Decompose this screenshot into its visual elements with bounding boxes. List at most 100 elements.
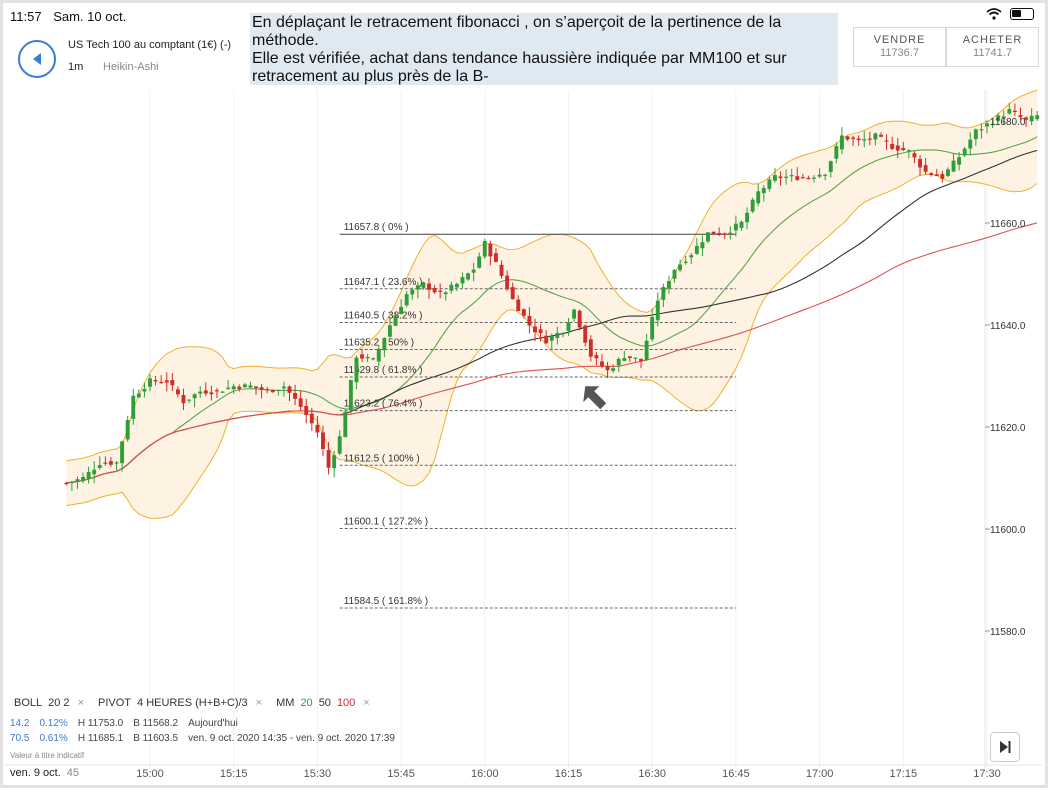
sell-label: VENDRE	[873, 34, 926, 46]
remove-mm-icon[interactable]: ×	[363, 697, 370, 709]
sell-price: 11736.7	[880, 47, 919, 59]
candle-body	[354, 357, 359, 383]
candle-body	[170, 379, 175, 386]
pivot-label[interactable]: PIVOT	[98, 697, 132, 709]
candle-body	[605, 366, 610, 371]
candle-body	[103, 462, 108, 464]
candle-body	[951, 160, 956, 172]
candle-body	[806, 177, 811, 180]
candle-body	[510, 287, 515, 299]
sell-button[interactable]: VENDRE 11736.7	[853, 27, 946, 67]
candle-body	[393, 315, 398, 326]
fib-level-label: 11600.1 ( 127.2% )	[344, 516, 428, 527]
arrow-annotation-shape	[583, 386, 607, 410]
candle-body	[494, 253, 498, 262]
mm-label[interactable]: MM	[276, 697, 295, 709]
candle-body	[237, 386, 242, 389]
candle-body	[466, 273, 471, 280]
candle-body	[672, 269, 677, 279]
x-tick-label: 17:15	[890, 768, 918, 780]
candle-body	[996, 115, 1001, 121]
candlesticks	[64, 102, 1040, 492]
low-value: B 11603.5	[133, 733, 179, 744]
candle-body	[600, 361, 604, 367]
candle-body	[449, 284, 454, 291]
high-value: H 11753.0	[77, 718, 124, 729]
chart-type-selector[interactable]: Heikin-Ashi	[103, 61, 159, 73]
info-row-today: 14.2 0.12% H 11753.0 B 11568.2 Aujourd'h…	[10, 718, 238, 729]
mm100-line	[66, 222, 1038, 484]
candle-body	[560, 333, 565, 335]
candle-body	[572, 309, 577, 319]
period-label: Aujourd'hui	[188, 718, 238, 729]
candle-body	[326, 450, 331, 468]
mm50-value: 50	[318, 697, 331, 709]
disclaimer: Valeur à titre indicatif	[10, 751, 85, 760]
buy-button[interactable]: ACHETER 11741.7	[946, 27, 1039, 67]
fib-level-label: 11635.2 ( 50% )	[344, 337, 414, 348]
y-tick-label: 11620.0	[990, 423, 1026, 434]
timeframe-selector[interactable]: 1m	[68, 61, 84, 73]
x-tick-label: 15:45	[387, 768, 415, 780]
candle-body	[198, 391, 203, 394]
candle-body	[142, 388, 147, 392]
play-next-button[interactable]	[990, 732, 1020, 762]
battery-icon	[1010, 8, 1034, 20]
fib-level-label: 11640.5 ( 38.2% )	[344, 310, 423, 321]
candle-body	[778, 176, 783, 179]
candle-body	[706, 232, 710, 242]
candle-body	[945, 169, 950, 176]
indicator-legend: BOLL 20 2 × PIVOT 4 HEURES (H+B+C)/3 × M…	[14, 697, 378, 709]
instrument-name[interactable]: US Tech 100 au comptant (1€) (-)	[68, 39, 232, 51]
candle-body	[404, 294, 409, 306]
candle-body	[488, 243, 493, 257]
candle-body	[644, 340, 649, 361]
candle-body	[309, 413, 314, 424]
candle-body	[812, 177, 816, 179]
candle-body	[231, 386, 236, 390]
candle-body	[1029, 115, 1034, 122]
candle-body	[360, 354, 364, 359]
candle-body	[203, 390, 208, 394]
candle-body	[968, 139, 973, 149]
candle-body	[867, 138, 872, 140]
candle-body	[215, 390, 219, 392]
candle-body	[862, 139, 867, 141]
back-button[interactable]	[18, 40, 56, 78]
remove-pivot-icon[interactable]: ×	[255, 697, 263, 709]
remove-boll-icon[interactable]: ×	[77, 697, 84, 709]
candle-body	[717, 232, 722, 235]
buy-price: 11741.7	[973, 47, 1012, 59]
candle-body	[164, 380, 169, 383]
candle-body	[248, 385, 253, 388]
chart-axes: 11680.0 11660.0 11640.0 11620.0 11600.0 11580…	[136, 117, 1026, 780]
candle-body	[739, 221, 744, 228]
y-tick-label: 11580.0	[990, 627, 1026, 638]
change-points: 70.5	[10, 733, 30, 744]
y-tick-label: 11640.0	[990, 321, 1026, 332]
bollinger-lower	[66, 174, 1038, 519]
arrow-annotation-icon	[583, 386, 607, 410]
candle-body	[544, 335, 549, 344]
candle-body	[343, 411, 348, 438]
fib-level-label: 11647.1 ( 23.6% )	[344, 277, 423, 288]
candle-body	[131, 395, 136, 419]
boll-label[interactable]: BOLL	[14, 697, 43, 709]
wifi-icon	[986, 8, 1002, 20]
candle-body	[923, 165, 928, 172]
candle-body	[912, 153, 917, 158]
candle-body	[86, 471, 91, 480]
candle-body	[773, 175, 777, 181]
date-minute: 45	[66, 767, 80, 779]
candle-body	[287, 386, 292, 393]
candle-body	[990, 123, 995, 126]
candle-body	[482, 241, 487, 257]
candle-body	[92, 469, 97, 475]
candle-body	[979, 129, 984, 131]
candle-body	[421, 282, 426, 288]
candle-body	[1007, 109, 1012, 114]
candle-body	[957, 157, 962, 165]
date-label: ven. 9 oct. 45	[10, 767, 79, 779]
candle-body	[789, 175, 794, 177]
